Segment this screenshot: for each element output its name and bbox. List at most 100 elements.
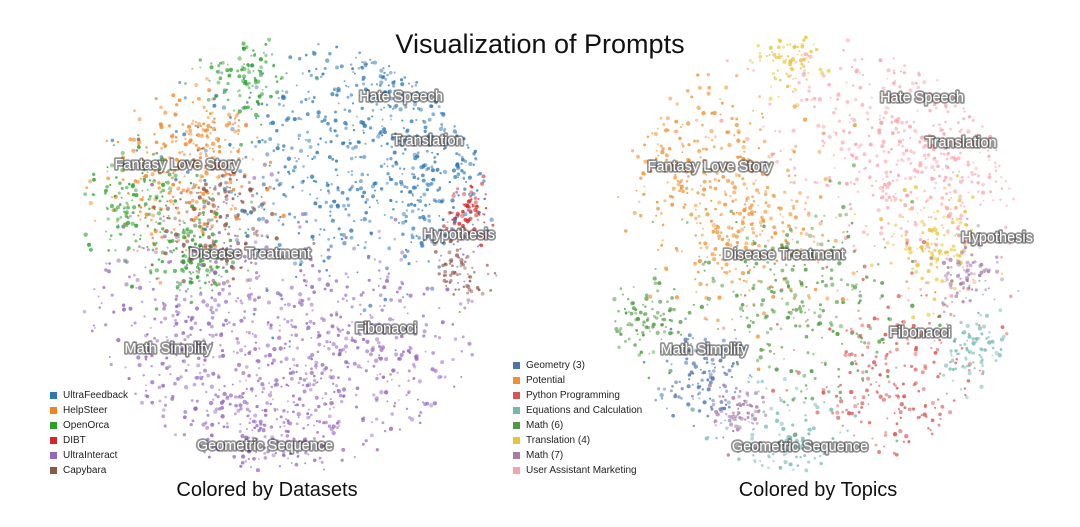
point-math-6 [875,350,879,354]
point-translation-4 [947,254,950,257]
point-ultrafeedback [281,223,285,226]
point-user-assistant-marketing [912,120,916,124]
point-openorca [156,211,162,216]
point-potential [735,211,738,214]
point-ultrafeedback [422,192,427,197]
point-user-assistant-marketing [932,124,935,127]
point-ultrainteract [383,325,387,329]
point-ultrainteract [173,341,176,344]
point-potential [711,229,716,234]
point-potential [720,237,725,242]
point-capybara [219,256,224,262]
point-potential [727,142,732,148]
point-ultrafeedback [349,156,354,161]
point-math-7 [955,262,958,265]
point-helpsteer [171,182,175,187]
point-ultrainteract [248,442,253,446]
point-potential [693,164,696,167]
cluster-label-translation: Translation [925,135,996,151]
point-dibt [447,210,452,215]
point-helpsteer [213,163,217,166]
point-openorca [244,82,248,86]
point-potential [728,227,731,230]
point-ultrainteract [314,408,318,413]
point-math-6 [797,306,802,311]
point-ultrafeedback [383,213,386,217]
point-ultrainteract [476,245,480,248]
point-ultrainteract [361,442,365,446]
point-ultrainteract [182,359,187,364]
point-ultrafeedback [389,157,393,161]
point-helpsteer [281,213,286,218]
point-python-programming [939,417,942,421]
point-ultrainteract [226,252,230,256]
point-translation-4 [804,57,808,60]
point-openorca [215,256,220,261]
point-math-7 [739,416,744,421]
point-ultrainteract [351,336,354,339]
point-ultrainteract [245,387,248,390]
point-equations-and-calculation [771,452,775,456]
point-ultrainteract [312,290,317,295]
point-potential [685,180,689,183]
point-ultrainteract [335,384,339,388]
point-potential [744,241,749,246]
point-ultrainteract [158,373,161,377]
point-math-6 [821,309,825,313]
point-potential [704,207,708,211]
point-ultrafeedback [392,84,396,88]
point-potential [702,187,707,192]
point-ultrainteract [318,420,322,424]
point-translation-4 [788,59,793,64]
point-user-assistant-marketing [890,131,895,136]
point-openorca [154,268,159,273]
point-math-6 [617,345,621,350]
point-capybara [181,250,184,254]
point-potential [762,219,766,224]
point-capybara [173,232,179,237]
point-ultrafeedback [399,78,404,82]
point-ultrainteract [351,321,354,324]
point-ultrafeedback [330,182,334,186]
point-ultrainteract [125,248,129,252]
point-openorca [167,214,170,217]
point-geometry-3 [696,385,701,390]
point-ultrainteract [184,319,188,324]
point-ultrainteract [344,336,349,341]
point-user-assistant-marketing [896,116,901,121]
point-capybara [202,214,205,217]
point-capybara [493,272,497,275]
point-ultrafeedback [174,177,178,182]
point-ultrainteract [424,350,427,353]
point-potential [794,174,797,177]
point-math-6 [803,267,808,272]
point-ultrainteract [300,212,305,217]
point-potential [684,169,689,174]
point-ultrainteract [220,414,225,419]
point-ultrainteract [239,407,243,411]
point-math-6 [850,222,854,225]
point-python-programming [920,294,923,297]
point-ultrainteract [272,346,277,352]
point-openorca [253,76,257,80]
point-ultrainteract [252,175,257,180]
point-python-programming [905,241,909,245]
point-capybara [179,198,182,201]
point-math-7 [724,398,728,402]
point-equations-and-calculation [737,457,741,461]
point-helpsteer [162,170,165,174]
point-ultrainteract [240,461,245,465]
point-python-programming [773,352,776,355]
point-ultrafeedback [387,246,392,251]
point-ultrainteract [289,285,294,290]
point-ultrainteract [249,417,252,420]
point-potential [781,221,785,225]
point-user-assistant-marketing [922,80,927,85]
point-math-6 [828,179,832,183]
point-math-6 [635,308,638,311]
point-python-programming [881,397,886,402]
point-ultrafeedback [388,175,391,179]
point-user-assistant-marketing [882,116,886,120]
point-ultrafeedback [390,145,394,149]
point-python-programming [882,341,885,344]
